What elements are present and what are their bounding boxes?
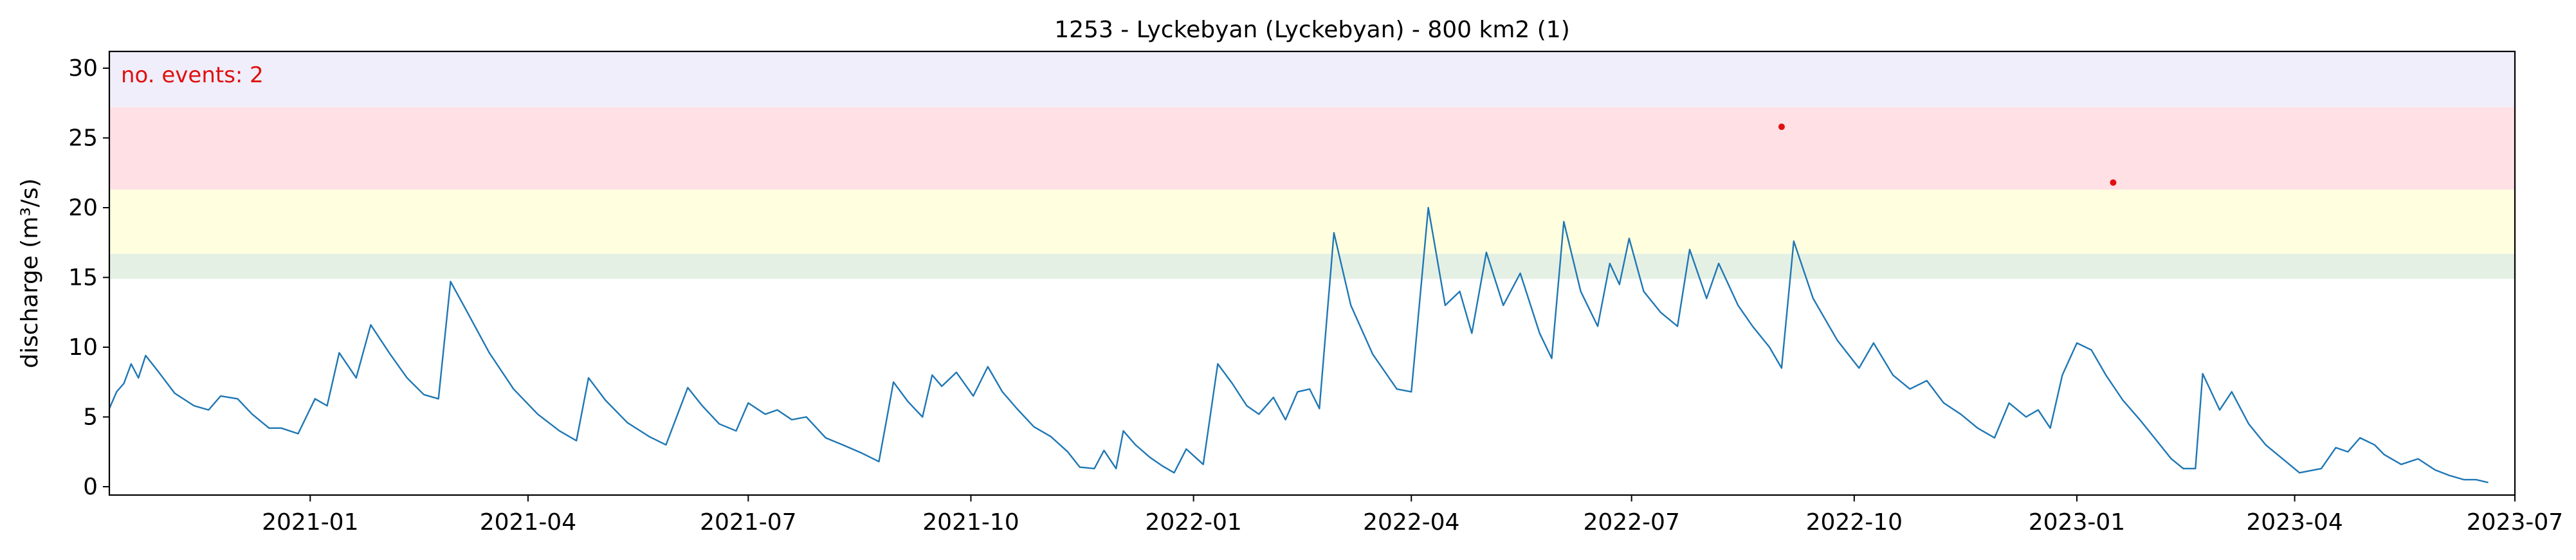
discharge-series-line-1 <box>108 206 2489 483</box>
event-markers <box>1778 123 2117 186</box>
event-marker <box>2110 179 2117 186</box>
y-tick-label: 15 <box>68 265 98 291</box>
y-tick-label: 25 <box>68 125 98 152</box>
event-marker <box>1778 123 1785 131</box>
y-tick-label: 0 <box>83 474 98 500</box>
x-tick-label: 2023-07 <box>2467 509 2563 536</box>
series-layer <box>108 206 2489 483</box>
threshold-band-2 <box>109 189 2515 254</box>
x-tick-label: 2021-10 <box>922 509 1019 536</box>
x-tick-label: 2022-01 <box>1145 509 1241 536</box>
y-tick-label: 10 <box>68 334 98 361</box>
x-tick-label: 2022-07 <box>1583 509 1679 536</box>
y-tick-label: 20 <box>68 195 98 221</box>
x-tick-label: 2022-10 <box>1806 509 1903 536</box>
y-tick-label: 5 <box>83 404 98 430</box>
x-tick-label: 2023-04 <box>2246 509 2343 536</box>
x-tick-label: 2022-04 <box>1363 509 1459 536</box>
threshold-band-3 <box>109 107 2515 190</box>
x-tick-label: 2021-01 <box>262 509 358 536</box>
threshold-band-1 <box>109 253 2515 279</box>
x-tick-label: 2023-01 <box>2029 509 2125 536</box>
plot-frame <box>108 50 2516 496</box>
threshold-bands <box>109 51 2515 279</box>
threshold-band-4 <box>109 51 2515 107</box>
events-annotation: no. events: 2 <box>121 62 264 88</box>
chart-title: 1253 - Lyckebyan (Lyckebyan) - 800 km2 (… <box>1054 17 1570 43</box>
x-tick-label: 2021-04 <box>480 509 576 536</box>
axis-ticks: 0 5 10 15 20 25 30 2021-01 2021-04 2021-07 2021-10… <box>68 55 2563 536</box>
x-tick-label: 2021-07 <box>700 509 796 536</box>
y-tick-label: 30 <box>68 55 98 82</box>
y-axis-label: discharge (m³/s) <box>17 178 43 368</box>
